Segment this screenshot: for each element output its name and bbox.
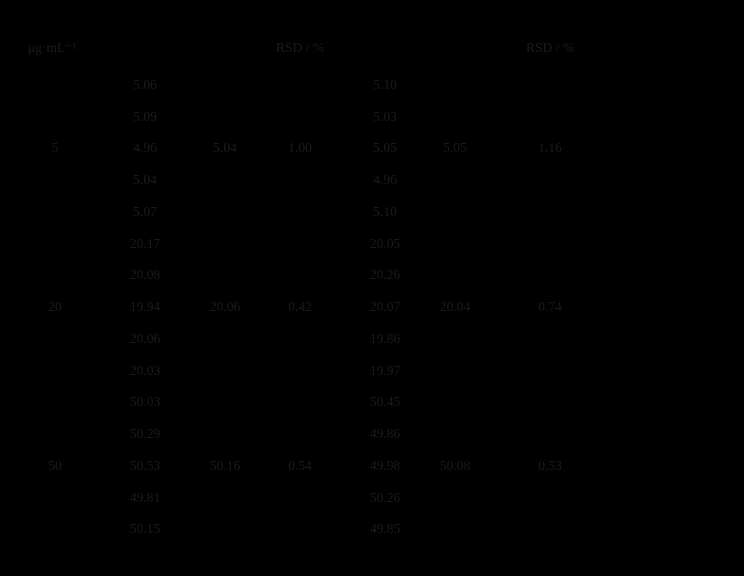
- table-row: 20.03 19.97: [20, 355, 744, 387]
- rsd-header-1: RSD / %: [275, 40, 324, 55]
- rsd-cell: 0.74: [538, 299, 562, 315]
- mean-cell: 50.08: [439, 457, 471, 473]
- measured-value-cell: 19.97: [369, 362, 401, 378]
- table-header-row: μg·mL⁻¹ RSD / % RSD / %: [20, 32, 744, 64]
- measured-value-cell: 5.10: [373, 76, 397, 92]
- measured-value-cell: 50.53: [129, 457, 161, 473]
- measured-value-cell: 20.03: [129, 362, 161, 378]
- measured-value-cell: 50.26: [369, 489, 401, 505]
- measured-value-cell: 20.06: [129, 330, 161, 346]
- measured-value-cell: 20.07: [369, 299, 401, 315]
- measured-value-cell: 49.86: [369, 426, 401, 442]
- measured-value-cell: 5.07: [133, 203, 157, 219]
- concentration-cell: 50: [48, 457, 62, 473]
- measured-value-cell: 5.10: [373, 203, 397, 219]
- rsd-cell: 0.42: [288, 299, 312, 315]
- table-row: 20.06 19.86: [20, 323, 744, 355]
- rsd-cell: 0.54: [288, 457, 312, 473]
- measured-value-cell: 50.15: [129, 521, 161, 537]
- rsd-cell: 1.16: [538, 140, 562, 156]
- concentration-cell: 20: [48, 299, 62, 315]
- table-row: 50.03 50.45: [20, 387, 744, 419]
- table-body: 5.06 5.10 5.09 5.03 5 4.96 5.04 1.00 5.05 5.05 1.1…: [0, 69, 744, 545]
- measured-value-cell: 20.08: [129, 267, 161, 283]
- measured-value-cell: 50.45: [369, 394, 401, 410]
- table-row: 50 50.53 50.16 0.54 49.98 50.08 0.53: [20, 450, 744, 482]
- measured-value-cell: 19.86: [369, 330, 401, 346]
- table-row: 49.81 50.26: [20, 482, 744, 514]
- table-row: 50.29 49.86: [20, 418, 744, 450]
- table-row: 5.09 5.03: [20, 101, 744, 133]
- measured-value-cell: 50.03: [129, 394, 161, 410]
- measured-value-cell: 5.03: [373, 108, 397, 124]
- mean-cell: 20.06: [209, 299, 241, 315]
- mean-cell: 5.04: [213, 140, 237, 156]
- rsd-header-2: RSD / %: [525, 40, 574, 55]
- table-row: 5.07 5.10: [20, 196, 744, 228]
- measured-value-cell: 49.98: [369, 457, 401, 473]
- measured-value-cell: 5.06: [133, 76, 157, 92]
- measured-value-cell: 5.04: [133, 172, 157, 188]
- measured-value-cell: 5.09: [133, 108, 157, 124]
- measured-value-cell: 50.29: [129, 426, 161, 442]
- table-row: 20.08 20.26: [20, 260, 744, 292]
- mean-cell: 50.16: [209, 457, 241, 473]
- measured-value-cell: 19.94: [129, 299, 161, 315]
- table-row: 5.04 4.96: [20, 164, 744, 196]
- measured-value-cell: 20.05: [369, 235, 401, 251]
- mean-cell: 5.05: [443, 140, 467, 156]
- measured-value-cell: 49.85: [369, 521, 401, 537]
- measured-value-cell: 4.96: [373, 172, 397, 188]
- measured-value-cell: 20.26: [369, 267, 401, 283]
- measured-value-cell: 49.81: [129, 489, 161, 505]
- unit-header: μg·mL⁻¹: [28, 40, 77, 55]
- mean-cell: 20.04: [439, 299, 471, 315]
- rsd-cell: 0.53: [538, 457, 562, 473]
- measured-value-cell: 4.96: [133, 140, 157, 156]
- measured-value-cell: 5.05: [373, 140, 397, 156]
- table-row: 5 4.96 5.04 1.00 5.05 5.05 1.16: [20, 133, 744, 165]
- table-row: 5.06 5.10: [20, 69, 744, 101]
- concentration-cell: 5: [51, 140, 59, 156]
- table-row: 20.17 20.05: [20, 228, 744, 260]
- table-row: 20 19.94 20.06 0.42 20.07 20.04 0.74: [20, 291, 744, 323]
- table-row: 50.15 49.85: [20, 514, 744, 546]
- rsd-cell: 1.00: [288, 140, 312, 156]
- measured-value-cell: 20.17: [129, 235, 161, 251]
